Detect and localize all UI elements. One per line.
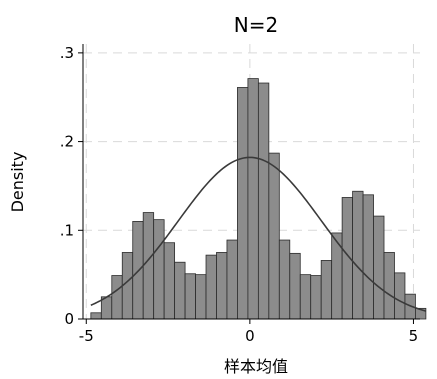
y-tick-label: .1 xyxy=(60,221,74,239)
histogram-bar xyxy=(226,239,238,320)
chart-title: N=2 xyxy=(234,13,278,37)
histogram-bar xyxy=(373,215,385,320)
histogram-bar xyxy=(174,261,186,320)
histogram-bar xyxy=(299,274,312,320)
histogram-bar xyxy=(121,252,134,320)
y-tick-label: .3 xyxy=(60,44,74,62)
histogram-bar xyxy=(90,312,102,320)
histogram-bar xyxy=(320,260,333,320)
histogram-bar xyxy=(394,272,406,320)
x-tick-label: 5 xyxy=(409,327,419,345)
x-tick-label: 0 xyxy=(245,327,255,345)
histogram-bar xyxy=(362,194,374,320)
y-axis-ticks: 0 .1 .2 .3 xyxy=(60,44,83,328)
y-tick-label: 0 xyxy=(64,310,74,328)
histogram-bar xyxy=(268,152,280,320)
x-tick-label: -5 xyxy=(79,327,94,345)
histogram-bar xyxy=(278,239,291,320)
histogram-bar xyxy=(247,78,259,320)
histogram-bar xyxy=(205,254,217,320)
histogram-bar xyxy=(352,190,364,320)
x-axis-ticks: -5 0 5 xyxy=(79,319,418,345)
histogram-bar xyxy=(184,273,196,320)
histogram-bar xyxy=(163,242,176,320)
normal-density-curve xyxy=(90,156,427,312)
histogram-bar xyxy=(111,275,123,320)
histogram-bar xyxy=(237,87,249,320)
histogram-bar xyxy=(257,82,270,320)
histogram-bar xyxy=(310,275,322,320)
y-tick-label: .2 xyxy=(60,133,74,151)
y-axis-title: Density xyxy=(8,152,27,213)
histogram-bar xyxy=(383,252,395,320)
histogram-bar xyxy=(415,307,427,320)
histogram-bar xyxy=(289,252,301,320)
histogram-bar xyxy=(153,219,165,320)
histogram-bar xyxy=(195,274,207,320)
x-axis-title: 样本均值 xyxy=(224,357,288,376)
histogram-bar xyxy=(216,252,228,320)
histogram-bar xyxy=(142,212,155,320)
